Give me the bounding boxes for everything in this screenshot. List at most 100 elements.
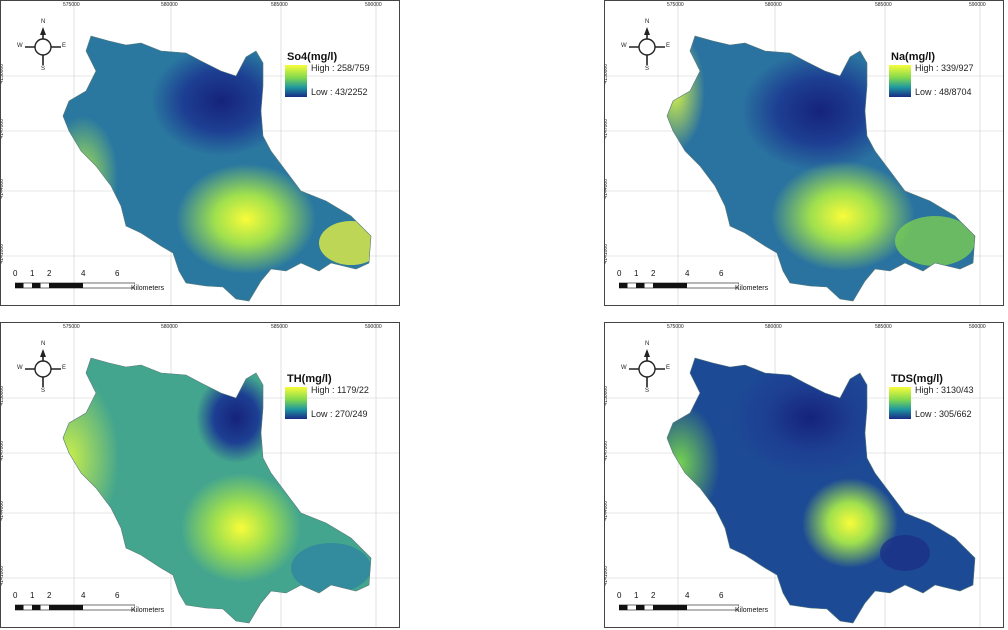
scale-tick-label: 2 [651,591,656,600]
map-panel-2: 575000 580000 585000 590000 4150000 4147… [604,0,1004,306]
scale-tick-label: 6 [719,269,724,278]
x-tick-label: 590000 [969,324,986,330]
compass-rose-icon [629,27,665,65]
y-tick-label: 4144000 [604,179,609,199]
north-arrow: N S E W [17,341,66,395]
map-canvas [605,1,1003,305]
legend-high-label: High : 1179/22 [311,385,369,395]
scale-tick-label: 0 [617,591,622,600]
legend-title: TH(mg/l) [287,373,332,385]
scale-bar: 0 1 2 4 6 Kilometers [13,591,165,621]
scale-tick-label: 1 [30,591,35,600]
compass-w: W [621,365,627,371]
scale-unit: Kilometers [131,285,165,292]
y-tick-label: 4150000 [0,64,5,84]
x-tick-label: 580000 [765,2,782,8]
compass-rose-icon [25,27,61,65]
north-arrow: N S E W [17,19,67,73]
y-tick-label: 4144000 [604,501,609,521]
compass-e: E [666,365,671,371]
study-area-outline [62,357,372,624]
compass-n: N [41,19,46,25]
scale-bar: 0 1 2 4 6 Kilometers [13,269,165,299]
legend-title: TDS(mg/l) [891,373,943,385]
legend-high-label: High : 258/759 [311,63,370,73]
scale-tick-label: 4 [685,591,690,600]
scale-tick-label: 0 [13,269,18,278]
scale-bar-graphic [15,282,135,289]
x-tick-label: 585000 [875,324,892,330]
y-tick-label: 4144000 [0,501,5,521]
legend-color-ramp [889,65,911,97]
legend-low-label: Low : 305/662 [915,409,972,419]
x-tick-label: 585000 [875,2,892,8]
north-arrow: N S E W [621,341,671,395]
x-tick-label: 580000 [161,2,178,8]
study-area-outline [666,357,976,624]
y-tick-label: 4150000 [0,386,5,406]
map-canvas [1,1,399,305]
legend-color-ramp [889,387,911,419]
y-tick-label: 4141000 [604,244,609,264]
legend-low-label: Low : 43/2252 [311,87,368,97]
legend-high-label: High : 3130/43 [915,385,974,395]
compass-w: W [17,43,23,49]
scale-bar: 0 1 2 4 6 Kilometers [617,269,768,299]
scale-bar: 0 1 2 4 6 Kilometers [617,591,769,621]
scale-tick-label: 4 [81,591,86,600]
legend-color-ramp [285,65,307,97]
scale-tick-label: 4 [685,269,690,278]
study-area-outline [62,35,372,302]
legend-high-label: High : 339/927 [915,63,974,73]
y-tick-label: 4147000 [604,441,609,461]
north-arrow: N S E W [621,19,671,73]
legend-title: So4(mg/l) [287,51,338,63]
legend-low-label: Low : 48/8704 [915,87,972,97]
legend-low-label: Low : 270/249 [311,409,368,419]
scale-tick-label: 1 [30,269,35,278]
x-tick-label: 590000 [365,324,382,330]
scale-tick-label: 1 [634,269,639,278]
scale-unit: Kilometers [131,607,165,614]
scale-tick-label: 2 [651,269,656,278]
x-tick-label: 585000 [271,2,288,8]
scale-tick-label: 6 [115,591,120,600]
scale-tick-label: 6 [115,269,120,278]
x-tick-label: 585000 [271,324,288,330]
scale-tick-label: 2 [47,269,52,278]
y-tick-label: 4150000 [604,386,609,406]
y-tick-label: 4141000 [604,566,609,586]
y-tick-label: 4147000 [0,119,5,139]
compass-s: S [41,66,46,72]
x-tick-label: 580000 [161,324,178,330]
compass-rose-icon [25,349,61,387]
compass-n: N [41,341,46,347]
x-tick-label: 590000 [969,2,986,8]
compass-rose-icon [629,349,665,387]
compass-s: S [645,66,650,72]
compass-e: E [666,43,671,49]
scale-bar-graphic [619,604,739,611]
compass-n: N [645,341,650,347]
scale-tick-label: 0 [13,591,18,600]
compass-w: W [621,43,627,49]
scale-unit: Kilometers [735,607,769,614]
y-tick-label: 4141000 [0,244,5,264]
map-canvas [1,323,399,627]
legend: Na(mg/l) High : 339/927 Low : 48/8704 [889,51,1001,103]
x-tick-label: 575000 [63,324,80,330]
scale-tick-label: 0 [617,269,622,278]
compass-e: E [62,43,67,49]
map-panel-3: 575000 580000 585000 590000 4150000 4147… [0,322,400,628]
study-area-outline [666,35,976,302]
y-tick-label: 4144000 [0,179,5,199]
y-tick-label: 4147000 [604,119,609,139]
scale-tick-label: 2 [47,591,52,600]
scale-bar-graphic [619,282,739,289]
compass-n: N [645,19,650,25]
scale-bar-graphic [15,604,135,611]
x-tick-label: 575000 [667,2,684,8]
legend-title: Na(mg/l) [891,51,935,63]
x-tick-label: 575000 [667,324,684,330]
legend: So4(mg/l) High : 258/759 Low : 43/2252 [285,51,397,103]
